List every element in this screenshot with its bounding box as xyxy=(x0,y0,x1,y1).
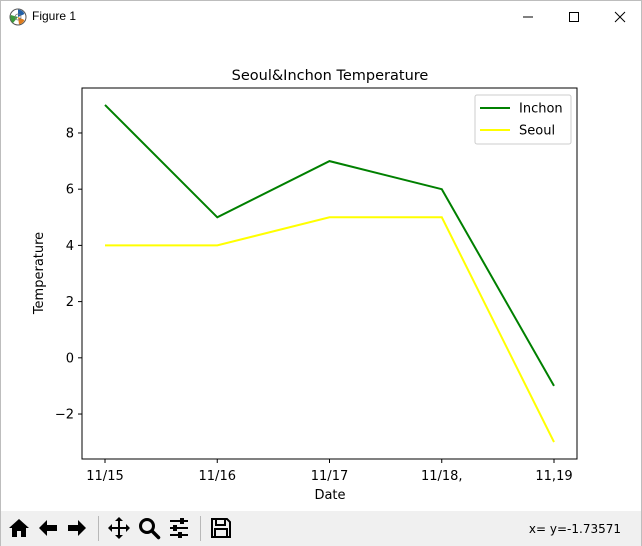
save-button[interactable] xyxy=(207,514,235,542)
x-tick-label: 11/15 xyxy=(86,469,123,484)
pan-icon xyxy=(108,517,130,539)
close-button[interactable] xyxy=(597,1,642,33)
back-arrow-icon xyxy=(39,520,57,536)
toolbar-separator xyxy=(98,516,99,541)
chart-title: Seoul&Inchon Temperature xyxy=(232,68,429,84)
back-button[interactable] xyxy=(34,514,62,542)
forward-arrow-icon xyxy=(68,520,86,536)
configure-subplots-button[interactable] xyxy=(165,514,193,542)
y-tick-label: −2 xyxy=(55,408,74,423)
line-chart: Seoul&Inchon Temperature 11/15 11/16 11/17… xyxy=(32,68,578,503)
x-tick-label: 11/16 xyxy=(199,469,236,484)
zoom-button[interactable] xyxy=(135,514,163,542)
navigation-toolbar: x= y=-1.73571 xyxy=(1,511,641,546)
x-tick-label: 11/17 xyxy=(311,469,348,484)
minimize-icon xyxy=(523,16,533,18)
home-icon xyxy=(9,519,29,537)
sliders-icon xyxy=(170,518,188,538)
toolbar-separator xyxy=(200,516,201,541)
minimize-button[interactable] xyxy=(505,1,551,33)
series-line-seoul xyxy=(105,216,555,443)
y-tick-label: 2 xyxy=(66,295,74,310)
close-icon xyxy=(614,11,626,23)
pan-button[interactable] xyxy=(105,514,133,542)
y-tick-label: 6 xyxy=(66,183,74,198)
forward-button[interactable] xyxy=(63,514,91,542)
window-title: Figure 1 xyxy=(32,9,77,23)
cursor-coordinates: x= y=-1.73571 xyxy=(528,522,621,536)
home-button[interactable] xyxy=(5,514,33,542)
y-axis-label: Temperature xyxy=(32,232,47,315)
x-tick-label: 11/18, xyxy=(421,469,463,484)
legend-label-seoul: Seoul xyxy=(519,124,555,139)
legend-label-inchon: Inchon xyxy=(519,102,563,117)
x-tick-label: 11,19 xyxy=(535,469,572,484)
maximize-icon xyxy=(569,12,579,22)
plot-canvas[interactable]: Seoul&Inchon Temperature 11/15 11/16 11/17… xyxy=(1,33,641,511)
title-bar[interactable]: Figure 1 xyxy=(1,1,641,33)
y-tick-label: 4 xyxy=(66,239,74,254)
x-axis-label: Date xyxy=(314,488,345,503)
matplotlib-logo-icon xyxy=(9,8,27,26)
maximize-button[interactable] xyxy=(551,1,597,33)
save-icon xyxy=(211,518,231,538)
legend: Inchon Seoul xyxy=(474,94,572,145)
y-tick-label: 8 xyxy=(66,126,74,141)
y-tick-label: 0 xyxy=(66,351,74,366)
zoom-icon xyxy=(139,518,161,540)
